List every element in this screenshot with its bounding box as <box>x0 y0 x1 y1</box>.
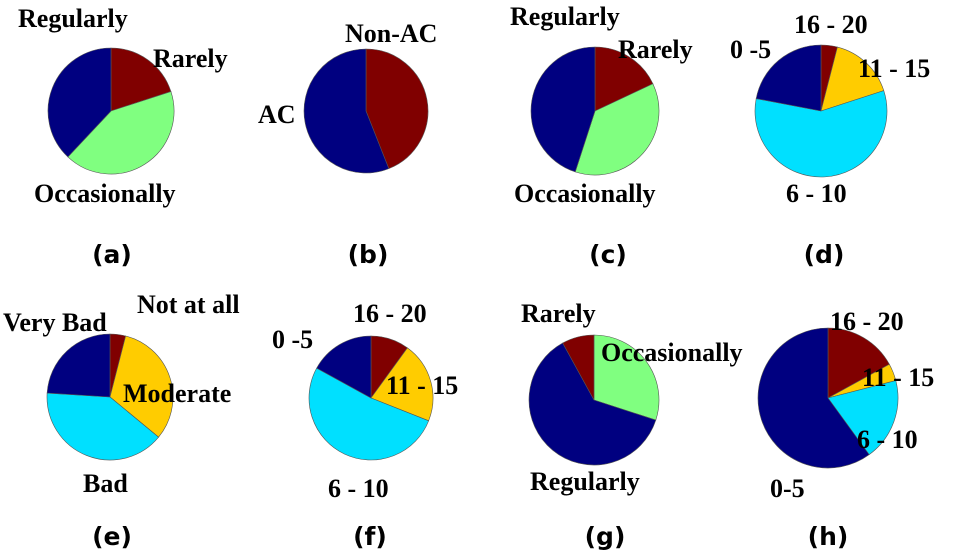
slice-label-d-11-15: 11 - 15 <box>858 54 930 83</box>
pie-panel-a: Regularly Rarely Occasionally (a) <box>18 4 228 269</box>
pie-slice-g-rarely <box>562 334 595 401</box>
pie-slice-d-0-5 <box>755 44 822 112</box>
pie-slice-f-0-5 <box>316 335 372 399</box>
caption-g: (g) <box>585 522 626 551</box>
pie-slice-f-11-15 <box>370 347 434 422</box>
caption-h: (h) <box>808 522 849 551</box>
pie-panel-d: 16 - 20 0 -5 11 - 15 6 - 10 (d) <box>730 10 930 269</box>
slice-label-h-11-15: 11 - 15 <box>862 363 934 392</box>
pie-slices-a <box>47 47 175 175</box>
pie-slice-b-non-ac <box>365 48 429 170</box>
slice-label-d-0-5: 0 -5 <box>730 35 771 64</box>
pie-panel-e: Not at all Very Bad Moderate Bad (e) <box>3 290 240 551</box>
pie-slices-f <box>308 335 434 461</box>
slice-label-e-bad: Bad <box>83 469 128 498</box>
caption-f: (f) <box>353 522 387 551</box>
pie-panel-f: 16 - 20 0 -5 11 - 15 6 - 10 (f) <box>272 299 458 551</box>
pie-slice-h-16-20 <box>827 327 890 399</box>
slice-label-a-occasionally: Occasionally <box>34 179 176 208</box>
slice-label-c-rarely: Rarely <box>618 35 693 64</box>
caption-a: (a) <box>92 240 132 269</box>
pie-slices-c <box>530 46 660 176</box>
slice-label-f-11-15: 11 - 15 <box>386 371 458 400</box>
caption-d: (d) <box>804 240 845 269</box>
pie-slice-e-moderate <box>109 335 174 438</box>
slice-label-d-6-10: 6 - 10 <box>786 179 847 208</box>
slice-label-g-rarely: Rarely <box>521 299 596 328</box>
pie-slice-e-very-bad <box>46 333 111 398</box>
slice-label-d-16-20: 16 - 20 <box>794 10 868 39</box>
slice-label-e-very-bad: Very Bad <box>3 308 107 337</box>
caption-e: (e) <box>92 522 132 551</box>
pie-slice-a-regularly <box>47 47 112 158</box>
pie-panel-g: Rarely Occasionally Regularly (g) <box>521 299 743 551</box>
pie-slice-g-occasionally <box>593 334 660 421</box>
pie-slices-g <box>528 334 660 466</box>
pie-panel-c: Regularly Rarely Occasionally (c) <box>510 2 693 269</box>
slice-label-g-regularly: Regularly <box>530 467 640 496</box>
slice-label-g-occasionally: Occasionally <box>601 338 743 367</box>
pie-slice-b-ac <box>303 48 390 174</box>
pie-slice-d-11-15 <box>820 46 885 112</box>
pie-slice-e-bad <box>46 392 159 461</box>
pie-slice-c-regularly <box>530 46 596 173</box>
slice-label-h-16-20: 16 - 20 <box>830 307 904 336</box>
pie-slice-g-regularly <box>528 342 657 466</box>
slice-label-c-regularly: Regularly <box>510 2 620 31</box>
slice-label-e-moderate: Moderate <box>123 379 231 408</box>
slice-label-b-ac: AC <box>258 100 296 129</box>
pie-panel-b: Non-AC AC (b) <box>258 19 437 269</box>
pie-slice-h-6-10 <box>827 380 899 456</box>
pie-slices-e <box>46 333 174 461</box>
pie-slices-d <box>754 44 888 178</box>
pie-slice-c-rarely <box>594 46 654 112</box>
pie-panel-h: 16 - 20 11 - 15 6 - 10 0-5 (h) <box>757 307 934 551</box>
pie-slice-d-6-10 <box>754 90 888 178</box>
slice-label-f-6-10: 6 - 10 <box>328 474 389 503</box>
pie-slices-h <box>757 327 899 469</box>
slice-label-a-regularly: Regularly <box>18 4 128 33</box>
pie-slice-a-rarely <box>110 47 172 112</box>
pie-slice-c-occasionally <box>574 83 660 176</box>
slice-label-h-0-5: 0-5 <box>770 474 805 503</box>
slice-label-a-rarely: Rarely <box>153 44 228 73</box>
pie-slices-b <box>303 48 429 174</box>
pie-slice-f-6-10 <box>308 367 430 461</box>
slice-label-b-non-ac: Non-AC <box>345 19 437 48</box>
pie-slice-a-occasionally <box>67 91 175 175</box>
caption-b: (b) <box>348 240 389 269</box>
slice-label-c-occasionally: Occasionally <box>514 179 656 208</box>
pie-slice-h-0-5 <box>757 327 870 469</box>
caption-c: (c) <box>589 240 627 269</box>
slice-label-h-6-10: 6 - 10 <box>857 425 918 454</box>
slice-label-e-not-at-all: Not at all <box>137 290 240 319</box>
slice-label-f-16-20: 16 - 20 <box>353 299 427 328</box>
slice-label-f-0-5: 0 -5 <box>272 325 313 354</box>
